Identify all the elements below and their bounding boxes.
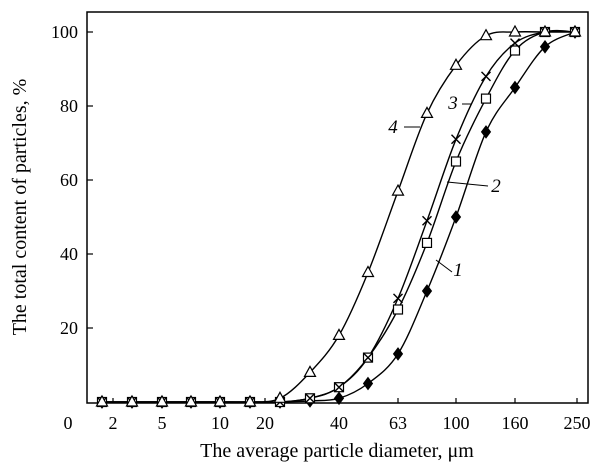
x-tick-label: 250 [564, 413, 591, 433]
y-axis-label: The total content of particles, % [9, 79, 31, 336]
data-point [509, 45, 521, 56]
data-point [392, 304, 404, 315]
y-tick-label: 60 [60, 170, 78, 190]
data-point [510, 38, 520, 49]
curve-label-2: 2 [491, 176, 501, 197]
data-point [392, 347, 404, 361]
x-tick-label: 5 [158, 413, 167, 433]
axis-ticks [87, 31, 578, 403]
y-tick-label: 40 [60, 244, 78, 264]
data-point [450, 156, 462, 167]
series-line-1 [102, 31, 576, 403]
data-point [508, 24, 522, 37]
data-point [333, 391, 345, 406]
data-point [449, 58, 463, 70]
data-point [243, 394, 257, 407]
curve-label-leaders [404, 103, 489, 273]
data-point [480, 93, 492, 104]
data-point [480, 125, 492, 139]
data-point [479, 28, 493, 41]
data-point [568, 24, 582, 37]
x-tick-label: 10 [211, 413, 229, 433]
x-tick-label: 0 [64, 413, 73, 433]
y-tick-label: 20 [60, 318, 78, 338]
data-point [393, 293, 403, 304]
series-line-3 [102, 30, 576, 403]
data-point [213, 394, 227, 407]
x-tick-label: 63 [389, 413, 407, 433]
data-point [539, 39, 551, 54]
data-point [422, 215, 432, 226]
data-point [155, 394, 169, 407]
y-tick-label: 100 [51, 22, 78, 42]
curve-label-leader-2 [446, 181, 489, 187]
data-point [421, 284, 433, 298]
data-point [125, 394, 139, 407]
data-point [420, 106, 434, 119]
data-point [305, 393, 315, 404]
x-tick-label: 20 [256, 413, 274, 433]
data-point [421, 237, 433, 248]
data-point [332, 328, 346, 340]
data-point [509, 80, 521, 95]
curve-label-3: 3 [447, 93, 458, 114]
plot-frame [86, 11, 589, 404]
data-point [451, 134, 461, 145]
data-point [362, 376, 374, 391]
data-point [538, 24, 552, 37]
data-point [363, 352, 373, 363]
x-tick-label: 100 [443, 413, 470, 433]
data-point [481, 71, 491, 82]
data-point [361, 265, 375, 278]
data-point [184, 394, 198, 407]
data-point [450, 210, 462, 224]
curve-label-4: 4 [388, 117, 398, 138]
x-axis-label: The average particle diameter, μm [200, 440, 474, 462]
data-point [303, 365, 317, 377]
data-point [334, 382, 344, 393]
x-tick-label: 2 [109, 413, 118, 433]
series-line-2 [102, 29, 576, 403]
x-tick-label: 160 [502, 413, 529, 433]
series-line-4 [102, 31, 575, 403]
data-point [273, 391, 287, 403]
y-tick-label: 80 [60, 96, 78, 116]
series-markers [95, 24, 582, 409]
data-point [95, 394, 109, 407]
data-point [391, 183, 405, 196]
series-curves [102, 29, 576, 403]
tick-labels: 0 2 5 10 20 40 63 100 160 250 20 40 60 80 100 1 2 3 4 [51, 22, 591, 433]
x-tick-label: 40 [330, 413, 348, 433]
curve-label-leader-1 [435, 259, 453, 273]
curve-label-1: 1 [453, 260, 463, 281]
